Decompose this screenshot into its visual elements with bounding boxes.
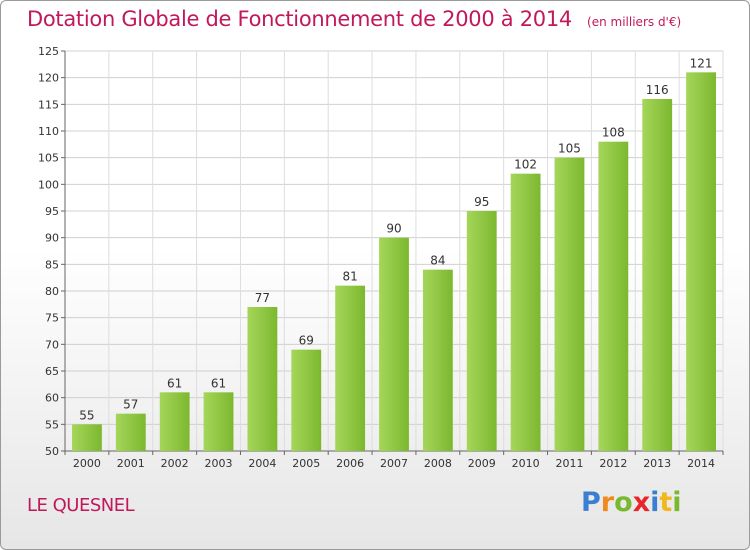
value-label-2012: 108: [602, 126, 625, 140]
bar-2000: [72, 424, 102, 451]
y-tick-label: 65: [45, 365, 59, 378]
y-tick-label: 85: [45, 258, 59, 271]
labels: 50 55 60 65 70 75 80 85 90 95 100 105 110 115 120 125 55…: [38, 45, 715, 470]
y-tick-label: 95: [45, 205, 59, 218]
x-tick-label-2002: 2002: [161, 457, 189, 470]
bar-2010: [510, 173, 541, 451]
value-label-2003: 61: [211, 376, 226, 390]
value-label-2006: 81: [342, 270, 357, 284]
commune-name: LE QUESNEL: [27, 495, 135, 516]
y-tick-label: 50: [45, 445, 59, 458]
bar-2002: [159, 392, 190, 451]
x-tick-label-2003: 2003: [205, 457, 233, 470]
value-label-2010: 102: [514, 158, 537, 172]
bar-2006: [335, 285, 366, 451]
bar-2005: [291, 349, 322, 451]
bar-2003: [203, 392, 234, 451]
bar-2001: [115, 413, 146, 451]
x-tick-label-2007: 2007: [380, 457, 408, 470]
bar-2014: [686, 72, 716, 451]
value-label-2004: 77: [255, 291, 270, 305]
x-tick-label-2010: 2010: [512, 457, 540, 470]
x-tick-label-2014: 2014: [687, 457, 715, 470]
logo-letter: o: [614, 487, 633, 518]
x-tick-label-2013: 2013: [643, 457, 671, 470]
value-label-2000: 55: [79, 408, 94, 422]
y-tick-label: 70: [45, 338, 59, 351]
x-tick-label-2011: 2011: [555, 457, 583, 470]
value-label-2014: 121: [690, 56, 713, 70]
x-tick-label-2001: 2001: [117, 457, 145, 470]
logo-letter: x: [632, 487, 651, 518]
y-tick-label: 120: [38, 72, 59, 85]
value-label-2009: 95: [474, 195, 489, 209]
y-tick-label: 105: [38, 152, 59, 165]
y-tick-label: 55: [45, 418, 59, 431]
x-tick-label-2000: 2000: [73, 457, 101, 470]
bars: [72, 72, 716, 451]
y-tick-label: 90: [45, 232, 59, 245]
value-label-2001: 57: [123, 398, 138, 412]
title-row: Dotation Globale de Fonctionnement de 20…: [27, 7, 681, 31]
y-tick-label: 60: [45, 392, 59, 405]
value-label-2005: 69: [299, 334, 314, 348]
bar-2013: [642, 99, 673, 451]
bar-2008: [422, 269, 453, 451]
value-label-2002: 61: [167, 376, 182, 390]
bar-2011: [554, 157, 585, 451]
x-tick-label-2006: 2006: [336, 457, 364, 470]
bar-2007: [379, 237, 409, 451]
value-label-2011: 105: [558, 142, 581, 156]
logo-letter: i: [650, 487, 660, 518]
x-tick-label-2008: 2008: [424, 457, 452, 470]
x-tick-label-2004: 2004: [248, 457, 276, 470]
x-tick-label-2005: 2005: [292, 457, 320, 470]
x-tick-label-2012: 2012: [599, 457, 627, 470]
bar-2004: [247, 307, 278, 451]
y-tick-label: 100: [38, 178, 59, 191]
logo-letter: r: [600, 487, 615, 518]
value-label-2008: 84: [430, 254, 445, 268]
logo-letter: P: [581, 487, 601, 518]
y-tick-label: 75: [45, 312, 59, 325]
logo-letter: t: [659, 487, 673, 518]
bar-2012: [598, 141, 629, 451]
bar-2009: [466, 211, 497, 451]
proxiti-logo: Proxiti: [581, 487, 682, 518]
chart-title: Dotation Globale de Fonctionnement de 20…: [27, 7, 572, 31]
logo-letter: i: [672, 487, 682, 518]
y-tick-label: 110: [38, 125, 59, 138]
value-label-2013: 116: [646, 83, 669, 97]
value-label-2007: 90: [386, 222, 401, 236]
y-tick-label: 125: [38, 45, 59, 58]
y-tick-label: 80: [45, 285, 59, 298]
y-tick-label: 115: [38, 98, 59, 111]
chart-unit: (en milliers d'€): [587, 15, 682, 29]
x-tick-label-2009: 2009: [468, 457, 496, 470]
